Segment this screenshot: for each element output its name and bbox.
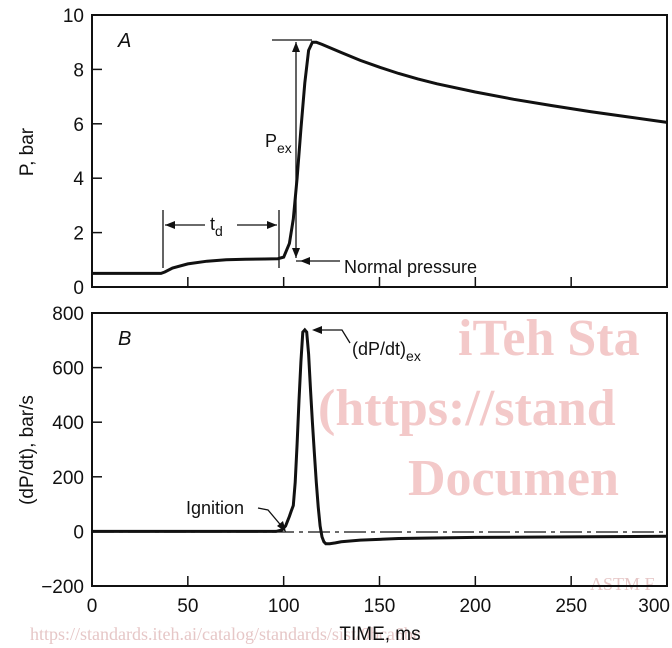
watermark: iTeh Sta (https://stand Documen ASTM F h…	[30, 310, 655, 644]
panel-b-letter: B	[118, 328, 131, 350]
panel-a-y-axis-label: P, bar	[17, 127, 38, 176]
panel-b-y-tick-label: 200	[52, 468, 84, 489]
td-annotation: td	[162, 210, 280, 268]
panel-a-y-tick-label: 4	[73, 169, 84, 190]
watermark-line-1: iTeh Sta	[458, 310, 640, 367]
panel-a-y-tick-label: 2	[73, 224, 84, 245]
panel-a-y-tick-label: 0	[73, 278, 84, 299]
x-tick-label: 100	[268, 596, 300, 617]
panel-a-letter: A	[117, 30, 131, 52]
ignition-annotation: Ignition	[186, 498, 286, 532]
x-axis-label: TIME, ms	[339, 624, 420, 645]
panel-a-y-ticks: 0 2 4 6 8 10	[63, 6, 668, 299]
pex-annotation: Pex	[263, 39, 312, 258]
x-tick-label: 150	[364, 596, 396, 617]
normal-pressure-label: Normal pressure	[344, 257, 477, 277]
ignition-label: Ignition	[186, 498, 244, 518]
dpdt-ex-annotation: (dP/dt)ex	[312, 326, 421, 364]
x-tick-label: 300	[638, 596, 670, 617]
panel-a-y-tick-label: 8	[73, 60, 84, 81]
panel-a-y-tick-label: 6	[73, 115, 84, 136]
pex-label: Pex	[265, 131, 292, 156]
normal-pressure-annotation: Normal pressure	[296, 257, 477, 277]
watermark-stamp: ASTM F	[590, 574, 655, 594]
panel-b-y-axis-label: (dP/dt), bar/s	[17, 395, 38, 505]
rate-curve	[92, 327, 668, 546]
panel-b-y-tick-label: 0	[73, 522, 84, 543]
dpdt-ex-label: (dP/dt)ex	[352, 339, 421, 364]
panel-b-y-tick-label: 800	[52, 304, 84, 325]
panel-b-y-tick-label: −200	[41, 577, 84, 598]
panel-a-y-tick-label: 10	[63, 6, 84, 27]
x-tick-label: 250	[555, 596, 587, 617]
panel-a-frame	[91, 14, 668, 288]
panel-b-x-ticks: 0 50 100 150 200 250 300	[87, 576, 670, 617]
watermark-line-3: Documen	[408, 450, 619, 507]
panel-b-y-tick-label: 400	[52, 413, 84, 434]
td-label: td	[210, 214, 223, 239]
watermark-line-2: (https://stand	[318, 380, 616, 437]
panel-b-y-tick-label: 600	[52, 359, 84, 380]
pressure-curve	[92, 40, 668, 275]
x-tick-label: 50	[177, 596, 198, 617]
x-tick-label: 200	[459, 596, 491, 617]
x-tick-label: 0	[87, 596, 98, 617]
watermark-url: https://standards.iteh.ai/catalog/standa…	[30, 624, 421, 644]
